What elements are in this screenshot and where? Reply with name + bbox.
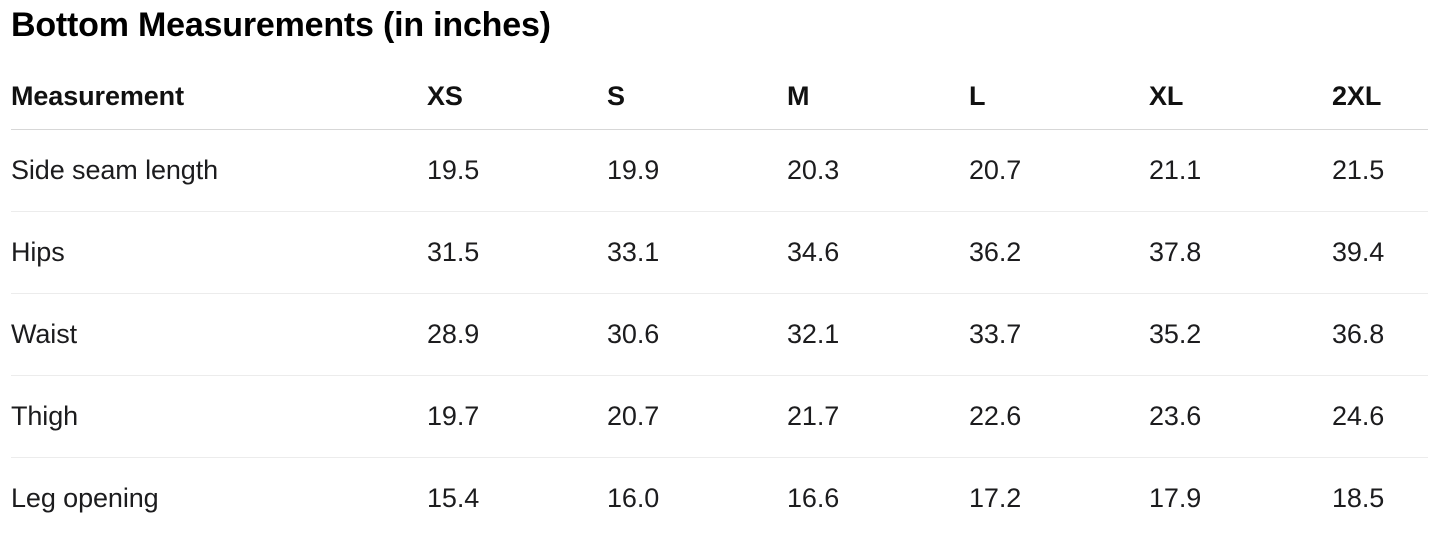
table-row: Leg opening 15.4 16.0 16.6 17.2 17.9 18.… [11,457,1428,539]
cell-value: 20.7 [607,375,787,458]
row-label: Side seam length [11,129,427,212]
cell-value: 19.7 [427,375,607,458]
cell-value: 17.2 [969,482,1022,513]
cell-value: 15.4 [427,482,480,513]
cell-value: 36.2 [969,211,1149,294]
header-row: Measurement XS S M L XL 2XL [11,65,1428,130]
cell-value: 24.6 [1332,375,1428,458]
cell-value: 33.7 [969,293,1149,376]
cell-value: 35.2 [1149,293,1332,376]
page-title: Bottom Measurements (in inches) [11,6,551,44]
table-row: Thigh 19.7 20.7 21.7 22.6 23.6 24.6 [11,375,1428,458]
size-guide-page: Bottom Measurements (in inches) Measurem… [0,5,1445,539]
cell-value: 18.5 [1332,482,1385,513]
table-row: Side seam length 19.5 19.9 20.3 20.7 21.… [11,129,1428,212]
cell-value: 30.6 [607,293,787,376]
row-label: Leg opening [11,482,159,513]
cell-value: 21.1 [1149,129,1332,212]
cell-value: 22.6 [969,375,1149,458]
column-header-s: S [607,65,787,130]
cell-value: 23.6 [1149,375,1332,458]
column-header-2xl: 2XL [1332,65,1428,130]
cell-value: 39.4 [1332,211,1428,294]
cell-value: 19.5 [427,129,607,212]
cell-value: 32.1 [787,293,969,376]
cell-value: 21.7 [787,375,969,458]
cell-value: 16.0 [607,482,660,513]
column-header-l: L [969,65,1149,130]
table-body: Side seam length 19.5 19.9 20.3 20.7 21.… [11,129,1428,539]
cell-value: 20.7 [969,129,1149,212]
cell-value: 34.6 [787,211,969,294]
cell-value: 17.9 [1149,482,1202,513]
row-label: Waist [11,293,427,376]
cell-value: 21.5 [1332,129,1428,212]
table-header: Measurement XS S M L XL 2XL [11,65,1428,130]
row-label: Hips [11,211,427,294]
column-header-measurement: Measurement [11,65,427,130]
table-row: Waist 28.9 30.6 32.1 33.7 35.2 36.8 [11,293,1428,376]
cell-value: 19.9 [607,129,787,212]
cell-value: 37.8 [1149,211,1332,294]
cell-value: 36.8 [1332,293,1428,376]
table-row: Hips 31.5 33.1 34.6 36.2 37.8 39.4 [11,211,1428,294]
cell-value: 33.1 [607,211,787,294]
column-header-xs: XS [427,65,607,130]
column-header-m: M [787,65,969,130]
cell-value: 28.9 [427,293,607,376]
column-header-xl: XL [1149,65,1332,130]
measurements-table: Measurement XS S M L XL 2XL Side seam le… [11,65,1428,539]
row-label: Thigh [11,375,427,458]
cell-value: 16.6 [787,482,840,513]
cell-value: 31.5 [427,211,607,294]
cell-value: 20.3 [787,129,969,212]
